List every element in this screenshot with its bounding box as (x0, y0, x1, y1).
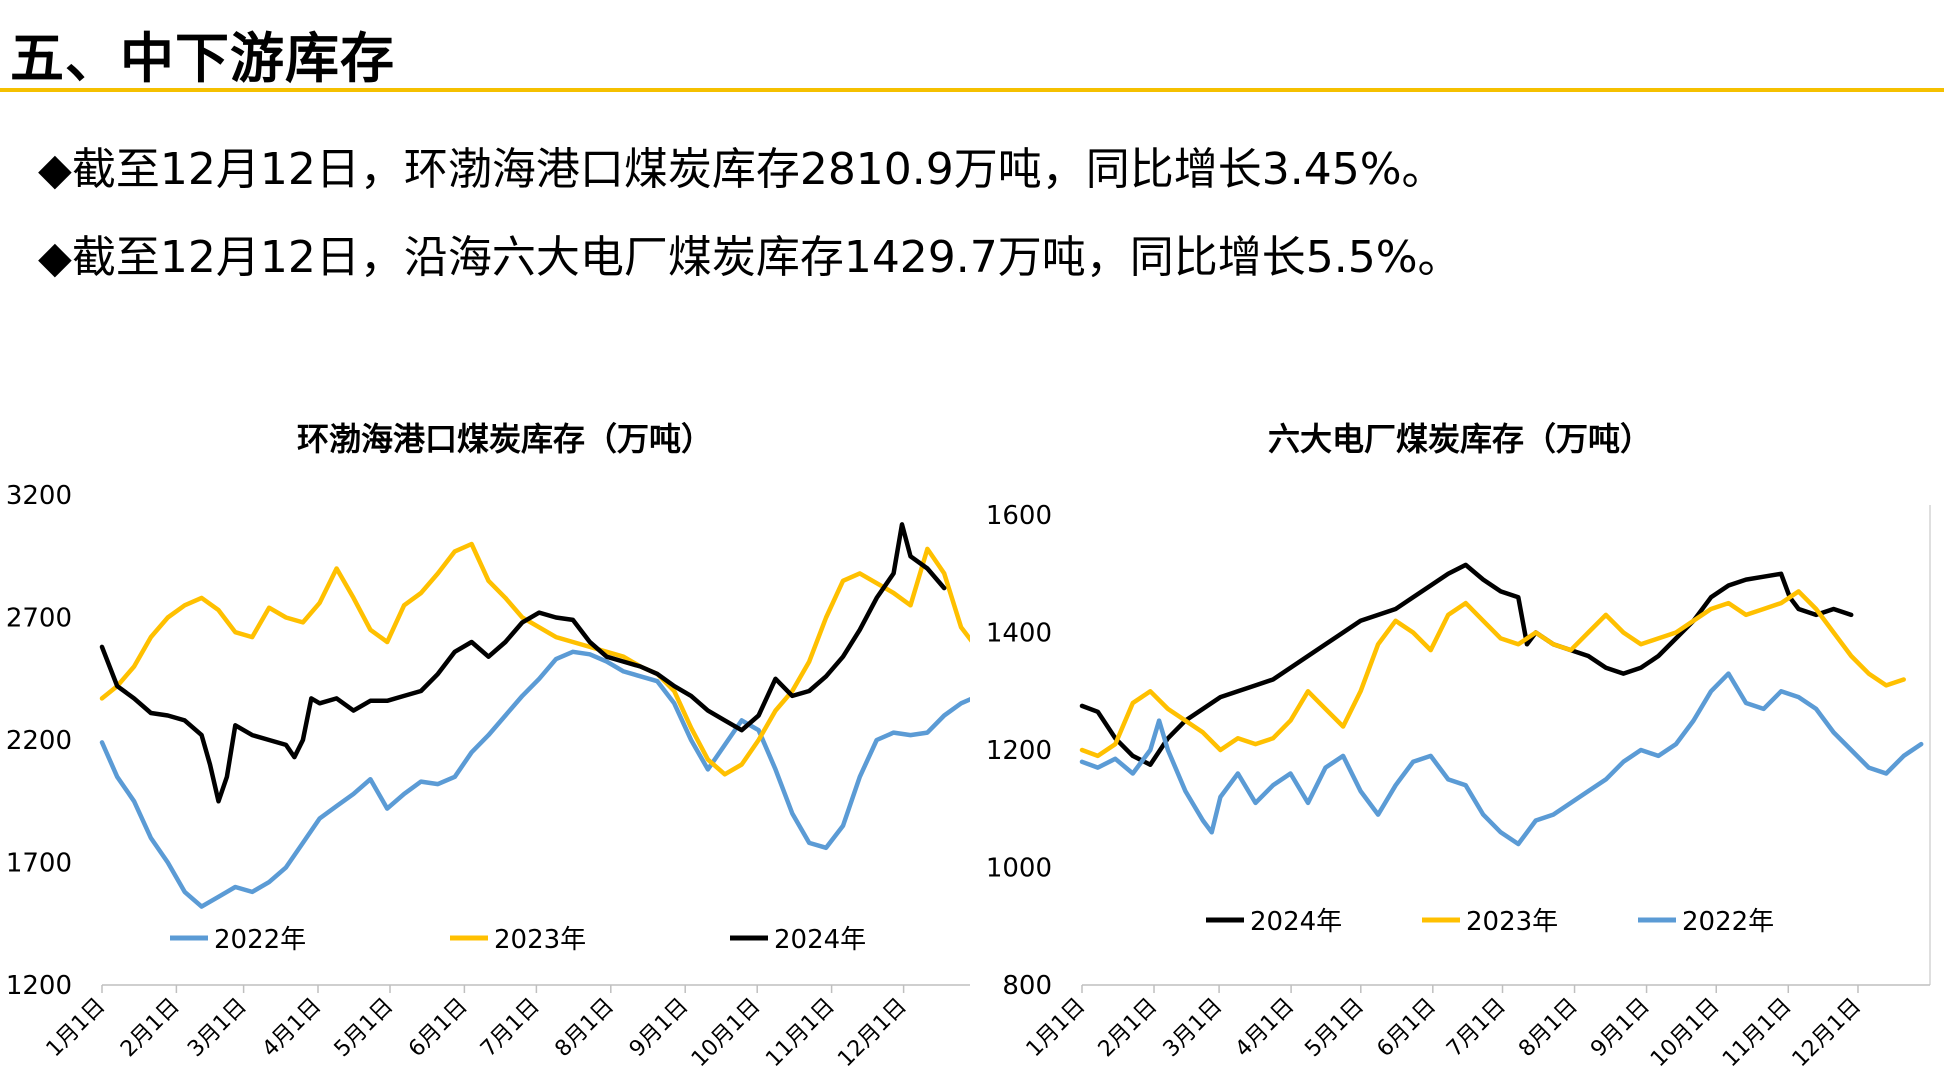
legend-label: 2022年 (214, 925, 306, 955)
x-tick-label: 5月1日 (1300, 994, 1369, 1063)
x-tick-label: 3月1日 (1159, 994, 1228, 1063)
x-tick-label: 12月1日 (833, 994, 911, 1072)
x-tick-label: 8月1日 (1514, 994, 1583, 1063)
x-tick-label: 8月1日 (550, 994, 619, 1063)
y-tick-label: 2200 (6, 726, 72, 756)
x-tick-label: 4月1日 (258, 994, 327, 1063)
series-line (99, 522, 947, 804)
x-tick-label: 6月1日 (1372, 994, 1441, 1063)
bullet-item: ◆截至12月12日，沿海六大电厂煤炭库存1429.7万吨，同比增长5.5%。 (38, 228, 1462, 288)
series-line (1079, 589, 1906, 759)
y-tick-label: 2700 (6, 604, 72, 634)
legend-label: 2022年 (1682, 907, 1774, 937)
x-tick-label: 9月1日 (625, 994, 694, 1063)
header-divider (0, 88, 1944, 92)
y-tick-label: 800 (1002, 971, 1052, 1001)
bullet-item: ◆截至12月12日，环渤海港口煤炭库存2810.9万吨，同比增长3.45%。 (38, 140, 1462, 200)
legend-label: 2024年 (1250, 907, 1342, 937)
x-tick-label: 6月1日 (404, 994, 473, 1063)
summary-bullets: ◆截至12月12日，环渤海港口煤炭库存2810.9万吨，同比增长3.45%。 ◆… (38, 140, 1462, 316)
y-tick-label: 1700 (6, 849, 72, 879)
x-tick-label: 1月1日 (42, 994, 111, 1063)
y-tick-label: 1200 (986, 736, 1052, 766)
legend-label: 2023年 (494, 925, 586, 955)
x-tick-label: 2月1日 (116, 994, 185, 1063)
bullet-text: 截至12月12日，环渤海港口煤炭库存2810.9万吨，同比增长3.45%。 (71, 144, 1446, 195)
power-plant-coal-inventory-chart: 六大电厂煤炭库存（万吨） 1600 1400 1200 1000 800 1月1日 2月1日 3… (970, 410, 1944, 1084)
series-line (99, 649, 981, 909)
x-tick-label: 1月1日 (1022, 994, 1091, 1063)
legend-label: 2023年 (1466, 907, 1558, 937)
series-line (1079, 671, 1924, 847)
y-tick-label: 1600 (986, 501, 1052, 531)
x-tick-label: 3月1日 (183, 994, 252, 1063)
y-tick-label: 3200 (6, 481, 72, 511)
series-line (99, 541, 981, 777)
x-tick-label: 10月1日 (1646, 994, 1724, 1072)
diamond-bullet-icon: ◆ (38, 144, 72, 195)
y-tick-label: 1400 (986, 619, 1052, 649)
bullet-text: 截至12月12日，沿海六大电厂煤炭库存1429.7万吨，同比增长5.5%。 (71, 232, 1462, 283)
x-tick-label: 5月1日 (330, 994, 399, 1063)
chart-title: 环渤海港口煤炭库存（万吨） (297, 420, 713, 458)
x-tick-label: 10月1日 (687, 994, 765, 1072)
series-line (1079, 562, 1854, 767)
legend-label: 2024年 (774, 925, 866, 955)
x-tick-label: 12月1日 (1788, 994, 1866, 1072)
x-tick-label: 11月1日 (761, 994, 839, 1072)
diamond-bullet-icon: ◆ (38, 232, 72, 283)
x-tick-label: 7月1日 (476, 994, 545, 1063)
y-tick-label: 1000 (986, 854, 1052, 884)
port-coal-inventory-chart: 环渤海港口煤炭库存（万吨） 3200 2700 2200 1700 1200 1月1日 2月1… (0, 410, 981, 1084)
x-tick-label: 2月1日 (1094, 994, 1163, 1063)
x-tick-label: 9月1日 (1586, 994, 1655, 1063)
x-tick-label: 4月1日 (1231, 994, 1300, 1063)
x-tick-label: 7月1日 (1442, 994, 1511, 1063)
page-title: 五、中下游库存 (10, 27, 395, 90)
chart-title: 六大电厂煤炭库存（万吨） (1268, 420, 1652, 458)
y-tick-label: 1200 (6, 971, 72, 1001)
x-tick-label: 11月1日 (1718, 994, 1796, 1072)
